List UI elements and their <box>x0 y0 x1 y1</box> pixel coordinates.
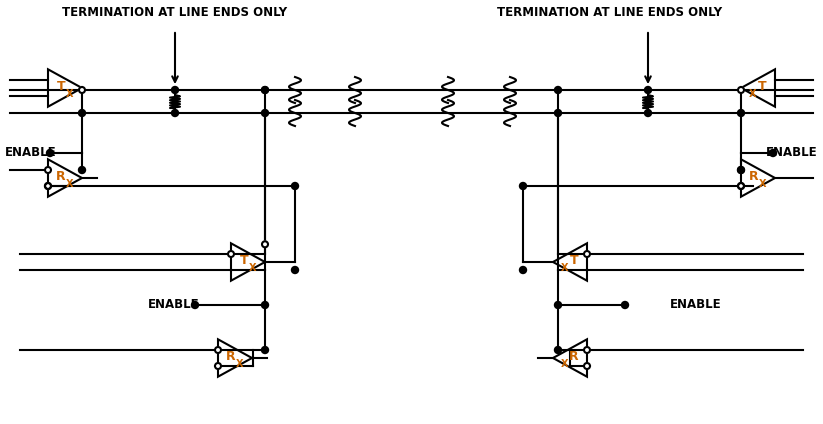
Circle shape <box>644 86 652 94</box>
Circle shape <box>171 86 179 94</box>
Text: R: R <box>570 351 579 363</box>
Circle shape <box>262 87 268 93</box>
Text: X: X <box>561 263 569 273</box>
Circle shape <box>79 87 85 93</box>
Circle shape <box>519 182 527 190</box>
Text: ENABLE: ENABLE <box>670 298 722 312</box>
Circle shape <box>555 346 561 354</box>
Circle shape <box>47 150 53 156</box>
Circle shape <box>262 301 268 309</box>
Text: T: T <box>239 254 249 268</box>
Circle shape <box>78 109 86 117</box>
Circle shape <box>45 167 51 173</box>
Text: X: X <box>236 359 244 369</box>
Circle shape <box>584 363 590 369</box>
Circle shape <box>738 183 744 189</box>
Circle shape <box>262 346 268 354</box>
Circle shape <box>45 183 51 189</box>
Text: R: R <box>226 351 236 363</box>
Circle shape <box>584 251 590 257</box>
Text: T: T <box>758 81 766 94</box>
Circle shape <box>262 109 268 117</box>
Circle shape <box>555 109 561 117</box>
Text: R: R <box>56 170 66 184</box>
Circle shape <box>737 167 745 173</box>
Circle shape <box>738 167 744 173</box>
Text: X: X <box>749 89 757 99</box>
Circle shape <box>644 109 652 117</box>
Text: ENABLE: ENABLE <box>5 147 57 159</box>
Text: X: X <box>249 263 257 273</box>
Circle shape <box>215 363 221 369</box>
Circle shape <box>738 183 744 189</box>
Circle shape <box>555 301 561 309</box>
Circle shape <box>262 86 268 94</box>
Text: ENABLE: ENABLE <box>766 147 818 159</box>
Text: TERMINATION AT LINE ENDS ONLY: TERMINATION AT LINE ENDS ONLY <box>497 6 723 19</box>
Circle shape <box>770 150 776 156</box>
Circle shape <box>215 347 221 353</box>
Text: X: X <box>66 179 74 189</box>
Circle shape <box>291 182 299 190</box>
Text: X: X <box>760 179 767 189</box>
Circle shape <box>171 109 179 117</box>
Text: T: T <box>570 254 579 268</box>
Text: X: X <box>561 359 569 369</box>
Circle shape <box>192 301 198 309</box>
Circle shape <box>262 241 268 247</box>
Circle shape <box>621 301 629 309</box>
Circle shape <box>78 167 86 173</box>
Circle shape <box>228 251 234 257</box>
Text: ENABLE: ENABLE <box>148 298 200 312</box>
Circle shape <box>555 86 561 94</box>
Circle shape <box>738 87 744 93</box>
Circle shape <box>737 109 745 117</box>
Circle shape <box>584 347 590 353</box>
Text: TERMINATION AT LINE ENDS ONLY: TERMINATION AT LINE ENDS ONLY <box>63 6 287 19</box>
Circle shape <box>291 267 299 273</box>
Text: T: T <box>57 81 65 94</box>
Circle shape <box>45 183 51 189</box>
Text: R: R <box>749 170 759 184</box>
Text: X: X <box>66 89 74 99</box>
Circle shape <box>519 267 527 273</box>
